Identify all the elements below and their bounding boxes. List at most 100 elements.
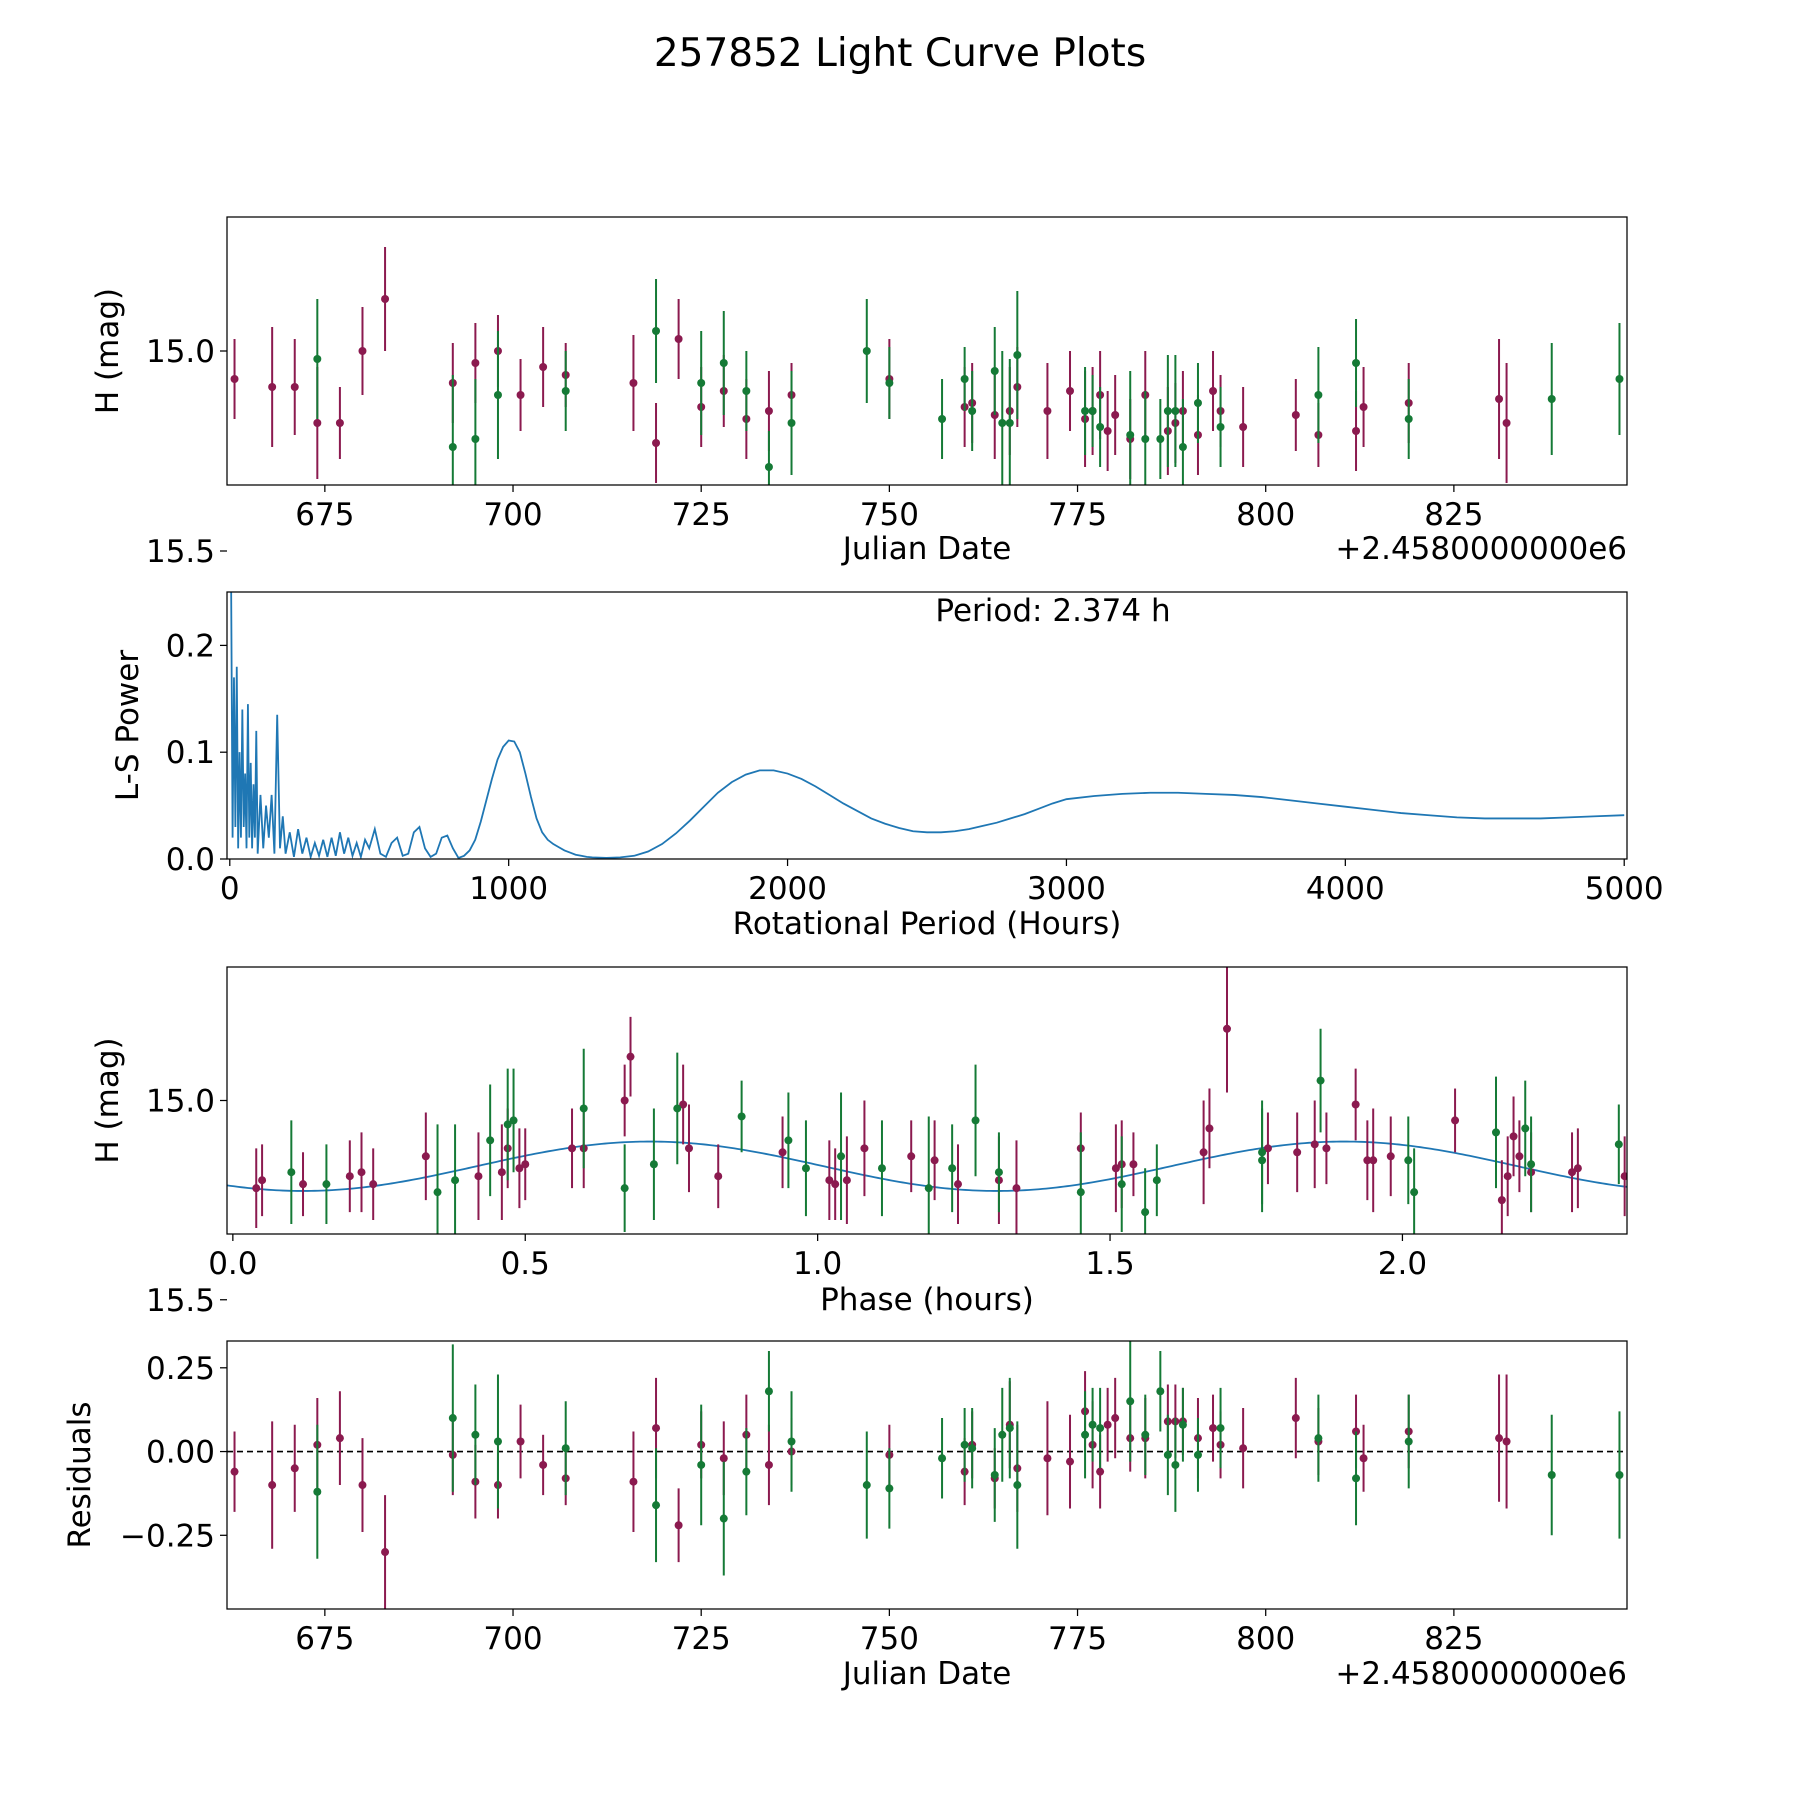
green-data-point [433,1188,442,1197]
phasefold-plot-area [227,967,1627,1234]
green-data-point [620,1184,629,1193]
green-data-point [1171,407,1180,415]
green-data-point [1316,1076,1325,1085]
green-data-point [1404,415,1413,423]
x-tick-label: 1.0 [793,1246,842,1282]
purple-data-point [652,439,661,447]
purple-data-point [1223,1024,1231,1033]
green-data-point [1404,1156,1413,1165]
green-series [287,1028,1623,1234]
green-data-point [503,1120,512,1129]
purple-data-point [258,1176,267,1185]
purple-data-point [930,1156,939,1165]
green-data-point [652,1501,661,1510]
purple-data-point [1103,427,1112,435]
green-data-point [1163,1450,1172,1459]
x-tick-label: 0.5 [501,1246,550,1282]
green-data-point [1141,1430,1150,1439]
purple-data-point [497,1168,506,1177]
x-tick-label: 675 [295,1621,354,1657]
purple-data-point [539,1460,548,1469]
green-data-point [1117,1180,1126,1189]
purple-data-point [620,1096,629,1105]
lightcurve-panel: 675 700 725 750 775 800 825 15.5 15.0 Julian Date… [90,216,1628,570]
green-data-point [1163,407,1172,415]
purple-data-point [1111,1164,1120,1173]
x-tick-label: 825 [1424,1621,1483,1657]
purple-data-point [471,359,480,367]
purple-data-point [1369,1156,1378,1165]
periodogram-axes-frame [226,591,1628,860]
purple-data-point [1451,1116,1460,1125]
green-data-point [787,1437,796,1446]
purple-data-point [1012,1184,1021,1193]
purple-data-point [953,1180,962,1189]
green-data-point [649,1160,658,1169]
residuals-plot-area [227,1341,1627,1609]
green-data-point [1088,407,1097,415]
x-tick-label: 2.0 [1378,1246,1427,1282]
green-data-point [493,1437,502,1446]
green-data-point [1614,1140,1623,1149]
purple-data-point [629,379,638,387]
lightcurve-plot-area [230,247,1624,485]
x-tick-label: 775 [1048,1621,1107,1657]
purple-data-point [764,407,773,415]
green-data-point [801,1164,810,1173]
purple-data-point [369,1180,378,1189]
purple-data-point [679,1100,688,1109]
x-tick-label: 675 [295,497,354,533]
purple-data-point [764,1460,773,1469]
y-tick-label: 0.1 [166,735,215,771]
x-tick-label: 825 [1424,497,1483,533]
green-data-point [1547,395,1556,403]
purple-data-point [1322,1144,1331,1153]
purple-data-point [335,1434,344,1443]
y-axis-label: H (mag) [90,1037,126,1163]
purple-data-point [1495,395,1504,403]
green-data-point [1314,391,1323,399]
green-data-point [1005,1424,1014,1433]
green-data-point [471,435,480,443]
green-data-point [1081,407,1090,415]
panels: 675 700 725 750 775 800 825 15.5 15.0 Julian Date… [62,216,1664,1692]
purple-series [252,967,1627,1234]
green-data-point [673,1104,682,1113]
purple-data-point [1503,1172,1512,1181]
x-tick-label: 5000 [1585,871,1664,907]
periodogram-line [230,592,1625,859]
purple-data-point [1497,1196,1506,1205]
green-data-point [287,1168,296,1177]
green-data-point [784,1136,793,1145]
green-data-point [1314,1434,1323,1443]
purple-data-point [230,375,239,383]
green-data-point [1096,423,1105,431]
purple-data-point [345,1172,354,1181]
purple-data-point [381,295,390,303]
green-data-point [1126,431,1135,439]
x-axis-label: Phase (hours) [820,1282,1034,1318]
purple-data-point [358,1481,367,1490]
green-data-point [885,1484,894,1493]
green-data-point [764,463,773,471]
purple-data-point [1111,411,1120,419]
phasefold-panel: 0.0 0.5 1.0 1.5 2.0 15.5 15.0 Phase (hours) H (m… [90,966,1628,1319]
green-data-point [1216,1424,1225,1433]
purple-data-point [1386,1152,1395,1161]
green-data-point [1615,1471,1624,1479]
purple-data-point [1209,1424,1218,1433]
purple-data-point [719,1454,728,1463]
purple-data-point [1263,1144,1272,1153]
purple-data-point [290,1464,299,1473]
x-tick-label: 800 [1236,497,1295,533]
green-data-point [719,1514,728,1523]
green-data-point [579,1104,588,1113]
purple-data-point [842,1176,851,1185]
purple-data-point [825,1176,834,1185]
y-tick-label: 15.5 [146,1283,215,1319]
purple-data-point [252,1184,261,1193]
green-data-point [471,1430,480,1439]
purple-data-point [1103,1420,1112,1429]
green-data-point [938,415,947,423]
green-data-point [1193,1450,1202,1459]
